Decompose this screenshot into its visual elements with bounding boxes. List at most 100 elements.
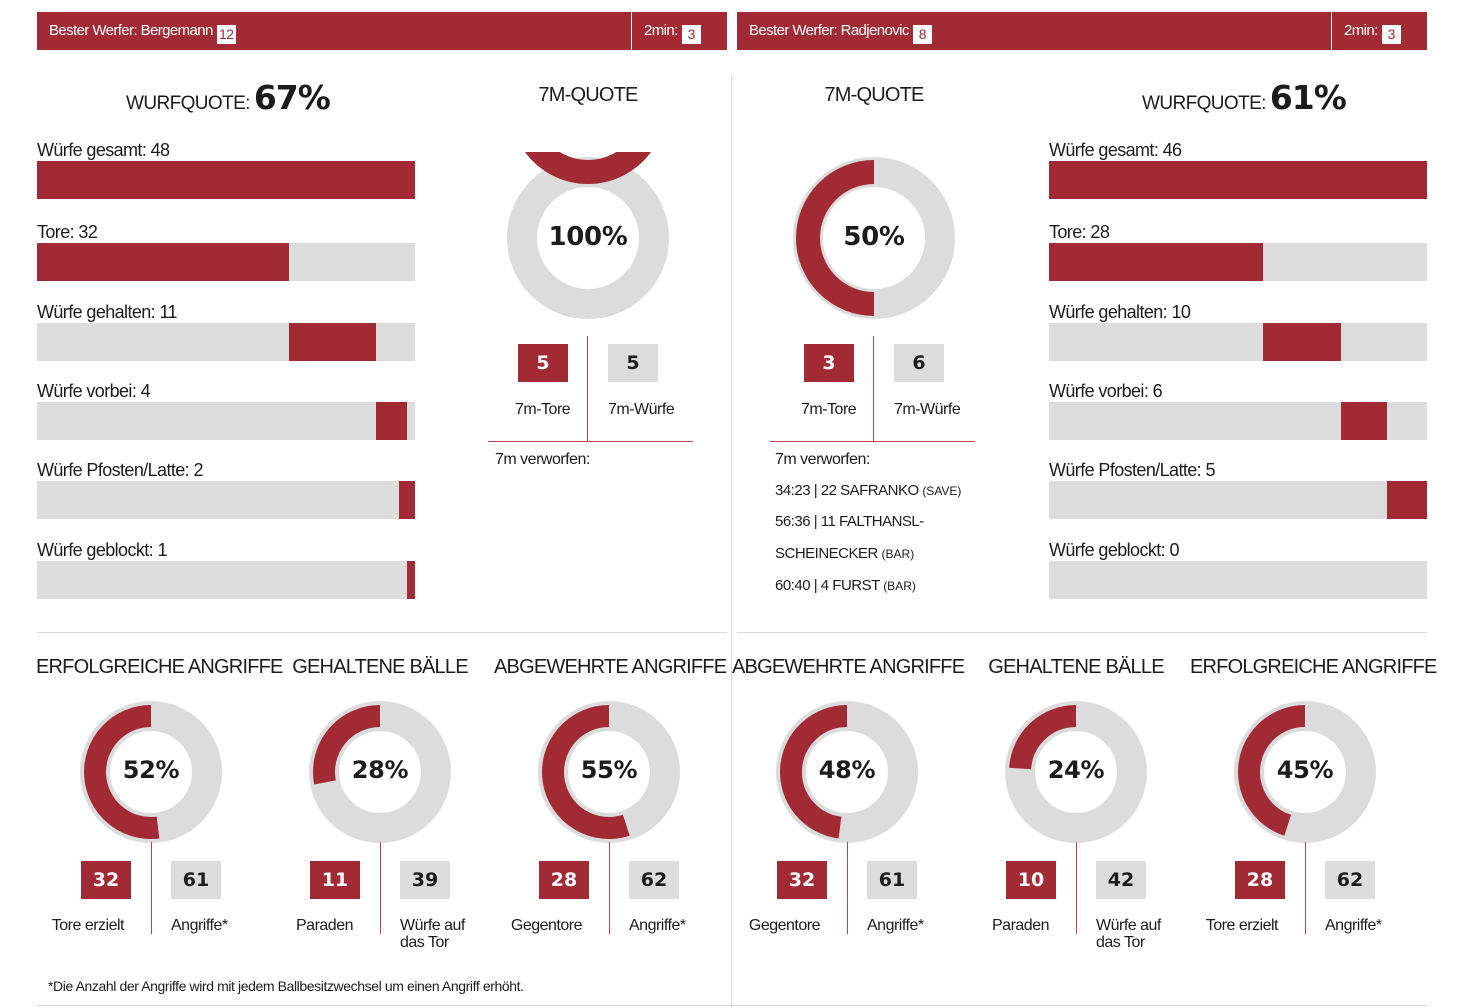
metric-split-line bbox=[847, 842, 848, 934]
right-wurfquote-value: 61% bbox=[1269, 78, 1347, 117]
metric-red-label: Tore erzielt bbox=[1205, 917, 1279, 934]
right-7m-missed-title: 7m verworfen: bbox=[775, 451, 870, 468]
left-wurfquote-value: 67% bbox=[253, 78, 331, 117]
right-7m-missed-item: 34:23 | 22 SAFRANKO (SAVE) bbox=[775, 482, 961, 499]
metric-red-value: 28 bbox=[1235, 861, 1285, 899]
metric-red-label: Gegentore bbox=[510, 917, 583, 934]
bar-track bbox=[37, 161, 415, 199]
metric-red-label: Paraden bbox=[296, 917, 354, 934]
right-header-bar: Bester Werfer: Radjenovic 8 2min: 3 bbox=[737, 12, 1427, 50]
left-wurfquote-label: WURFQUOTE: bbox=[126, 93, 250, 114]
metric-percent: 45% bbox=[1276, 756, 1334, 784]
metric-grey-value: 61 bbox=[867, 861, 917, 899]
bar-track bbox=[37, 323, 415, 361]
bar-label: Würfe gesamt: 46 bbox=[1049, 140, 1182, 160]
metric-split-line bbox=[609, 842, 610, 934]
left-top-scorer-count: 12 bbox=[216, 25, 236, 44]
bar-track bbox=[37, 402, 415, 440]
metric-grey-label: Angriffe* bbox=[629, 917, 686, 934]
bar-fill bbox=[289, 323, 376, 361]
metric-ring-svg bbox=[776, 701, 918, 843]
bar-label: Würfe vorbei: 6 bbox=[1049, 381, 1163, 401]
missed-item-tag: (BAR) bbox=[883, 579, 916, 593]
metric-grey-value: 61 bbox=[171, 861, 221, 899]
metric-red-label: Gegentore bbox=[748, 917, 821, 934]
right-7m-ring: 50% bbox=[784, 152, 964, 322]
left-7m-title: 7M-QUOTE bbox=[538, 84, 638, 106]
right-7m-made-label: 7m-Tore bbox=[801, 401, 857, 418]
left-7m-missed-title: 7m verworfen: bbox=[495, 451, 590, 468]
missed-item-text: 34:23 | 22 SAFRANKO bbox=[775, 482, 919, 499]
missed-item-tag: (BAR) bbox=[881, 547, 915, 561]
bar-label: Würfe geblockt: 0 bbox=[1049, 540, 1179, 560]
left-two-minutes: 2min: 3 bbox=[644, 22, 701, 44]
metric-grey-label: Angriffe* bbox=[171, 917, 228, 934]
right-wurfquote: WURFQUOTE: 61% bbox=[1142, 78, 1347, 117]
metric-ring: 48% bbox=[767, 692, 927, 852]
bar-track bbox=[1049, 481, 1427, 519]
bar-track bbox=[1049, 402, 1427, 440]
right-two-minutes-count: 3 bbox=[1381, 25, 1401, 44]
bar-fill bbox=[37, 243, 290, 281]
bar-label: Würfe geblockt: 1 bbox=[37, 540, 167, 560]
right-7m-title: 7M-QUOTE bbox=[824, 84, 924, 106]
bar-label: Würfe gehalten: 10 bbox=[1049, 302, 1191, 322]
bar-label: Würfe vorbei: 4 bbox=[37, 381, 151, 401]
right-top-scorer-label: Bester Werfer: Radjenovic bbox=[749, 22, 909, 39]
left-top-scorer-label: Bester Werfer: Bergemann bbox=[49, 22, 213, 39]
metric-red-value: 11 bbox=[310, 861, 360, 899]
metric-grey-value: 62 bbox=[629, 861, 679, 899]
missed-item-text: SCHEINECKER bbox=[775, 545, 878, 562]
left-7m-underline bbox=[488, 441, 693, 442]
right-7m-underline bbox=[770, 441, 975, 442]
metric-grey-value: 62 bbox=[1325, 861, 1375, 899]
left-7m-split-line bbox=[587, 336, 588, 442]
missed-item-text: 60:40 | 4 FURST bbox=[775, 577, 880, 594]
metric-red-value: 28 bbox=[539, 861, 589, 899]
left-header-separator bbox=[631, 12, 632, 50]
metric-ring: 55% bbox=[529, 692, 689, 852]
bar-track bbox=[37, 481, 415, 519]
left-wurfquote: WURFQUOTE: 67% bbox=[126, 78, 331, 117]
left-7m-attempts-label: 7m-Würfe bbox=[608, 401, 675, 418]
center-divider bbox=[731, 76, 732, 1008]
bar-fill bbox=[407, 561, 415, 599]
bar-fill bbox=[1263, 323, 1342, 361]
right-top-scorer: Bester Werfer: Radjenovic 8 bbox=[749, 22, 932, 44]
metric-grey-value: 39 bbox=[400, 861, 450, 899]
missed-item-tag: (SAVE) bbox=[922, 484, 962, 498]
right-7m-attempts-label: 7m-Würfe bbox=[894, 401, 961, 418]
bar-fill bbox=[399, 481, 415, 519]
bar-track bbox=[1049, 561, 1427, 599]
left-section-divider bbox=[37, 632, 727, 633]
bar-label: Würfe gesamt: 48 bbox=[37, 140, 170, 160]
right-two-minutes: 2min: 3 bbox=[1344, 22, 1401, 44]
metric-ring-svg bbox=[538, 701, 680, 843]
right-7m-attempts: 6 bbox=[894, 344, 944, 382]
right-7m-missed-item: 56:36 | 11 FALTHANSL- bbox=[775, 513, 924, 530]
metric-title: GEHALTENE BÄLLE bbox=[988, 656, 1164, 678]
metric-title: ERFOLGREICHE ANGRIFFE bbox=[1190, 656, 1437, 678]
bar-fill bbox=[1049, 161, 1427, 199]
metric-percent: 55% bbox=[580, 756, 638, 784]
metric-ring: 24% bbox=[996, 692, 1156, 852]
metric-ring-svg bbox=[309, 701, 451, 843]
left-7m-ring: 100% bbox=[498, 28, 678, 322]
metric-red-label: Paraden bbox=[992, 917, 1050, 934]
bar-label: Tore: 28 bbox=[1049, 222, 1110, 242]
metric-ring-arc bbox=[84, 705, 160, 839]
metric-ring-arc bbox=[1238, 705, 1306, 836]
footnote: *Die Anzahl der Angriffe wird mit jedem … bbox=[48, 978, 524, 994]
bar-fill bbox=[1387, 481, 1427, 519]
metric-title: ABGEWEHRTE ANGRIFFE bbox=[732, 656, 965, 678]
metric-red-value: 10 bbox=[1006, 861, 1056, 899]
bar-fill bbox=[375, 402, 408, 440]
right-7m-missed-item: 60:40 | 4 FURST (BAR) bbox=[775, 577, 916, 594]
metric-percent: 52% bbox=[122, 756, 180, 784]
metric-split-line bbox=[1305, 842, 1306, 934]
right-top-scorer-count: 8 bbox=[912, 25, 932, 44]
bar-track bbox=[37, 243, 415, 281]
right-7m-made: 3 bbox=[804, 344, 854, 382]
metric-ring-arc bbox=[313, 705, 381, 785]
metric-ring: 28% bbox=[300, 692, 460, 852]
